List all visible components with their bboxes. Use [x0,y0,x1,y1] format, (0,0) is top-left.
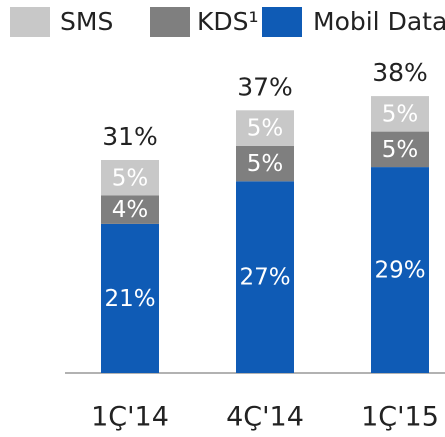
legend-swatch [10,7,50,37]
segment-label: 21% [104,286,155,312]
bar-segment [236,145,294,182]
bar-segment [371,96,429,132]
legend-label: Mobil Data [313,7,445,36]
x-tick-label: 4Ç'14 [226,402,304,433]
bar-segment [101,195,159,224]
bar-segment [236,110,294,146]
segment-label: 5% [247,116,284,142]
segment-label: 29% [374,258,425,284]
bar-segment [371,131,429,168]
bar-segment [371,167,429,373]
legend-label: SMS [60,7,113,36]
legend-swatch [262,7,302,37]
segment-label: 5% [112,165,149,191]
segment-label: 5% [247,151,284,177]
legend-label: KDS¹ [197,7,259,36]
legend-swatch [150,7,190,37]
total-label: 31% [102,122,158,151]
total-label: 37% [237,72,293,101]
segment-label: 27% [239,265,290,291]
bar-segment [236,181,294,373]
segment-label: 5% [382,101,419,127]
bar-segment [101,160,159,196]
segment-label: 5% [382,137,419,163]
total-label: 38% [372,58,428,87]
bar-segment [101,223,159,373]
segment-label: 4% [112,197,149,223]
x-tick-label: 1Ç'15 [361,402,439,433]
x-tick-label: 1Ç'14 [91,402,169,433]
